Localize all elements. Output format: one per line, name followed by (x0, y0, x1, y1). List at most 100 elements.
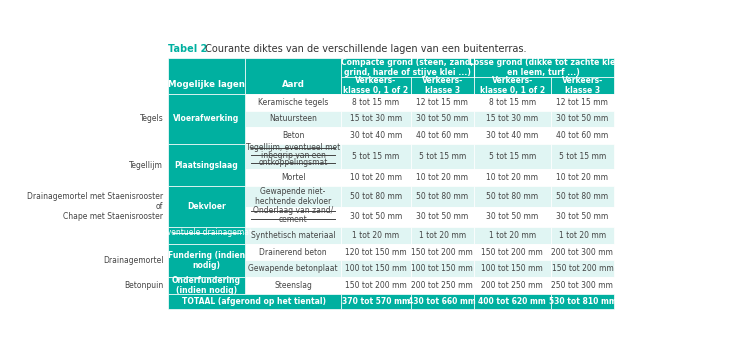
Bar (474, 57, 614, 77)
Text: 530 tot 810 mm: 530 tot 810 mm (548, 297, 616, 306)
Text: 40 tot 60 mm: 40 tot 60 mm (556, 131, 609, 140)
Text: Natuursteen: Natuursteen (269, 115, 317, 124)
Text: 50 tot 80 mm: 50 tot 80 mm (350, 192, 402, 201)
Text: 5 tot 15 mm: 5 tot 15 mm (352, 152, 400, 161)
Text: inbegrip van een: inbegrip van een (261, 151, 325, 160)
Bar (341, 260, 411, 277)
Bar (341, 77, 411, 94)
Text: 10 tot 20 mm: 10 tot 20 mm (350, 174, 402, 182)
Bar (551, 144, 614, 170)
Text: Verkeers-
klasse 3: Verkeers- klasse 3 (562, 76, 603, 95)
Text: Vloerafwerking: Vloerafwerking (173, 115, 240, 124)
Bar (551, 127, 614, 144)
Text: Onderfundering
(indien nodig): Onderfundering (indien nodig) (172, 276, 241, 295)
Bar (246, 227, 341, 243)
Text: 12 tot 15 mm: 12 tot 15 mm (417, 98, 469, 107)
Bar (411, 77, 474, 94)
Text: 30 tot 50 mm: 30 tot 50 mm (486, 212, 539, 221)
Text: 100 tot 150 mm: 100 tot 150 mm (345, 264, 406, 273)
Text: 30 tot 50 mm: 30 tot 50 mm (349, 212, 402, 221)
Bar (474, 170, 551, 186)
Text: 120 tot 150 mm: 120 tot 150 mm (345, 247, 406, 257)
Text: Drainagemortel: Drainagemortel (103, 256, 163, 265)
Bar (168, 94, 246, 144)
Text: Tegels: Tegels (140, 115, 163, 124)
Text: 1 tot 20 mm: 1 tot 20 mm (419, 231, 466, 240)
Text: Tegellijm, eventueel met: Tegellijm, eventueel met (246, 143, 340, 152)
Bar (474, 207, 551, 227)
Bar (551, 260, 614, 277)
Text: 8 tot 15 mm: 8 tot 15 mm (489, 98, 536, 107)
Bar (341, 294, 411, 310)
Text: Tabel 2: Tabel 2 (168, 44, 207, 54)
Text: 150 tot 200 mm: 150 tot 200 mm (345, 281, 406, 290)
Text: 100 tot 150 mm: 100 tot 150 mm (482, 264, 543, 273)
Text: Drainerend beton: Drainerend beton (260, 247, 327, 257)
Text: 10 tot 20 mm: 10 tot 20 mm (486, 174, 538, 182)
Bar (551, 294, 614, 310)
Bar (341, 94, 411, 111)
Text: Steenslag: Steenslag (274, 281, 312, 290)
Text: Verkeers-
klasse 3: Verkeers- klasse 3 (422, 76, 463, 95)
Bar (411, 227, 474, 243)
Text: Eventuele drainagemat: Eventuele drainagemat (162, 228, 251, 237)
Text: Courante diktes van de verschillende lagen van een buitenterras.: Courante diktes van de verschillende lag… (202, 44, 526, 54)
Bar (246, 170, 341, 186)
Text: Compacte grond (steen, zand,
grind, harde of stijve klei ...): Compacte grond (steen, zand, grind, hard… (341, 57, 474, 77)
Bar (411, 243, 474, 260)
Bar (341, 227, 411, 243)
Text: Synthetisch materiaal: Synthetisch materiaal (251, 231, 336, 240)
Bar (168, 243, 246, 277)
Bar (411, 207, 474, 227)
Bar (551, 227, 614, 243)
Bar (246, 57, 341, 94)
Bar (411, 144, 474, 170)
Bar (474, 186, 551, 207)
Bar (246, 127, 341, 144)
Text: Tegellijm: Tegellijm (129, 161, 163, 170)
Bar (474, 260, 551, 277)
Text: Beton: Beton (282, 131, 304, 140)
Text: cement: cement (279, 215, 308, 224)
Bar (341, 127, 411, 144)
Bar (341, 243, 411, 260)
Bar (474, 144, 551, 170)
Text: 200 tot 250 mm: 200 tot 250 mm (482, 281, 543, 290)
Text: Mogelijke lagen: Mogelijke lagen (168, 80, 245, 89)
Text: 30 tot 40 mm: 30 tot 40 mm (349, 131, 402, 140)
Text: Verkeers-
klasse 0, 1 of 2: Verkeers- klasse 0, 1 of 2 (344, 76, 409, 95)
Text: 30 tot 50 mm: 30 tot 50 mm (556, 212, 609, 221)
Text: TOTAAL (afgerond op het tiental): TOTAAL (afgerond op het tiental) (182, 297, 326, 306)
Text: 15 tot 30 mm: 15 tot 30 mm (350, 115, 402, 124)
Bar (341, 57, 474, 77)
Text: Gewapende betonplaat: Gewapende betonplaat (249, 264, 338, 273)
Bar (168, 294, 341, 310)
Bar (168, 227, 246, 243)
Text: 50 tot 80 mm: 50 tot 80 mm (416, 192, 469, 201)
Bar (474, 111, 551, 127)
Bar (474, 77, 551, 94)
Bar (411, 260, 474, 277)
Bar (246, 94, 341, 111)
Bar (474, 227, 551, 243)
Text: 150 tot 200 mm: 150 tot 200 mm (552, 264, 613, 273)
Text: Dekvloer: Dekvloer (187, 202, 226, 211)
Text: 8 tot 15 mm: 8 tot 15 mm (352, 98, 399, 107)
Text: 370 tot 570 mm: 370 tot 570 mm (342, 297, 410, 306)
Bar (411, 186, 474, 207)
Bar (168, 277, 246, 294)
Text: 30 tot 40 mm: 30 tot 40 mm (486, 131, 539, 140)
Bar (341, 144, 411, 170)
Bar (551, 207, 614, 227)
Text: 1 tot 20 mm: 1 tot 20 mm (352, 231, 399, 240)
Text: 250 tot 300 mm: 250 tot 300 mm (551, 281, 613, 290)
Text: ontkoppelingsmat: ontkoppelingsmat (258, 159, 327, 167)
Text: 400 tot 620 mm: 400 tot 620 mm (479, 297, 546, 306)
Text: 30 tot 50 mm: 30 tot 50 mm (416, 212, 469, 221)
Bar (246, 144, 341, 170)
Bar (474, 127, 551, 144)
Bar (246, 207, 341, 227)
Text: Gewapende niet-
hechtende dekvloer: Gewapende niet- hechtende dekvloer (255, 187, 331, 206)
Bar (246, 260, 341, 277)
Text: Fundering (indien
nodig): Fundering (indien nodig) (168, 251, 245, 270)
